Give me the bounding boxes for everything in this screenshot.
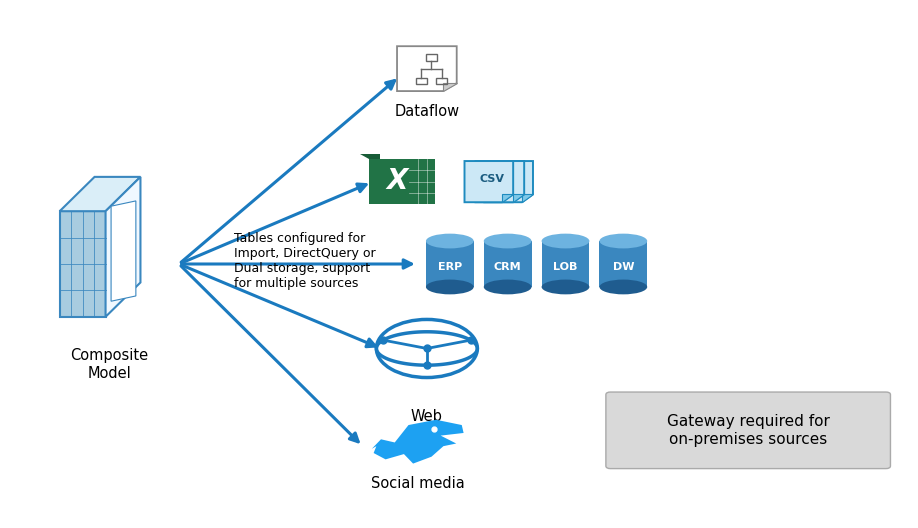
Text: Composite
Model: Composite Model — [70, 348, 149, 381]
FancyBboxPatch shape — [606, 392, 890, 469]
Text: Gateway required for
on-premises sources: Gateway required for on-premises sources — [666, 414, 830, 447]
Ellipse shape — [599, 280, 647, 295]
Polygon shape — [426, 241, 474, 287]
Text: Social media: Social media — [371, 476, 465, 491]
Bar — [426, 54, 437, 61]
Ellipse shape — [542, 280, 589, 295]
Ellipse shape — [426, 280, 474, 295]
Ellipse shape — [426, 233, 474, 248]
Bar — [436, 78, 447, 84]
Text: LOB: LOB — [554, 262, 577, 271]
Ellipse shape — [542, 233, 589, 248]
Polygon shape — [111, 201, 136, 301]
Polygon shape — [502, 194, 513, 202]
Bar — [416, 78, 427, 84]
Text: Tables configured for
Import, DirectQuery or
Dual storage, support
for multiple : Tables configured for Import, DirectQuer… — [234, 232, 375, 290]
Polygon shape — [60, 177, 140, 211]
Polygon shape — [360, 154, 380, 159]
Polygon shape — [476, 161, 524, 202]
Bar — [369, 159, 435, 204]
Ellipse shape — [484, 280, 532, 295]
Text: X: X — [386, 166, 409, 195]
Polygon shape — [443, 83, 457, 91]
Polygon shape — [542, 241, 589, 287]
Text: Web: Web — [411, 409, 442, 425]
Polygon shape — [485, 161, 533, 202]
Text: Dataflow: Dataflow — [395, 105, 459, 119]
Text: DW: DW — [612, 262, 634, 271]
Polygon shape — [465, 161, 513, 202]
Polygon shape — [484, 241, 532, 287]
Polygon shape — [397, 46, 457, 91]
Text: ERP: ERP — [438, 262, 462, 271]
Polygon shape — [513, 194, 524, 202]
Text: CSV: CSV — [479, 174, 505, 184]
Ellipse shape — [484, 233, 532, 248]
Ellipse shape — [599, 233, 647, 248]
Text: CRM: CRM — [494, 262, 521, 271]
Polygon shape — [60, 211, 106, 317]
Polygon shape — [522, 194, 533, 202]
Polygon shape — [106, 177, 140, 317]
Circle shape — [376, 319, 477, 378]
Polygon shape — [599, 241, 647, 287]
Polygon shape — [372, 420, 464, 464]
